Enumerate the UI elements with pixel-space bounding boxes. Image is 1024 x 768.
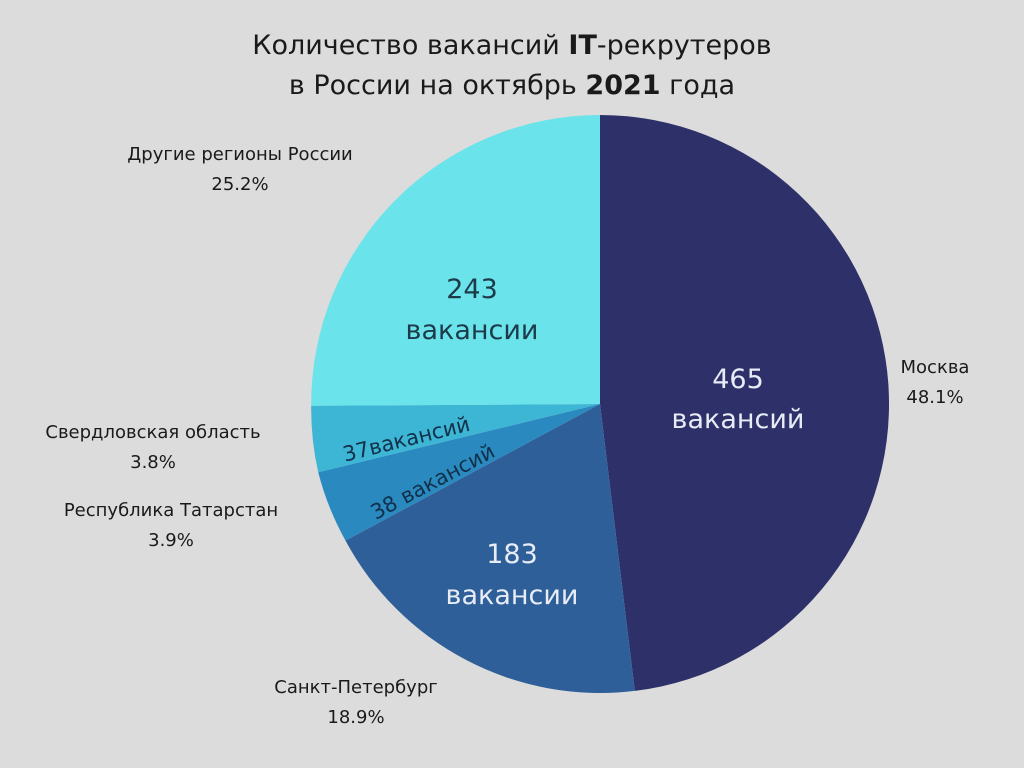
label-moscow-name: Москва — [900, 357, 970, 378]
label-spb-pct: 18.9% — [327, 707, 385, 728]
label-moscow: Москва 48.1% — [880, 353, 990, 413]
label-spb-name: Санкт-Петербург — [274, 677, 438, 698]
label-others-pct: 25.2% — [211, 174, 269, 195]
spb-value-unit: вакансии — [446, 580, 579, 611]
label-others-name: Другие регионы России — [127, 144, 353, 165]
slice-sverdlovsk — [311, 404, 600, 473]
chart-title-line-2: в России на октябрь 2021 года — [288, 70, 736, 101]
label-moscow-pct: 48.1% — [906, 387, 964, 408]
label-sverdlovsk-pct: 3.8% — [130, 452, 176, 473]
slice-others — [311, 115, 600, 406]
label-tatarstan-pct: 3.9% — [148, 530, 194, 551]
label-tatarstan: Республика Татарстан 3.9% — [36, 496, 306, 556]
moscow-value-number: 465 — [712, 364, 764, 395]
others-value-unit: вакансии — [406, 315, 539, 346]
chart-title-line-1: Количество вакансий IT-рекрутеров — [252, 30, 772, 61]
label-sverdlovsk: Свердловская область 3.8% — [18, 418, 288, 478]
chart-title: Количество вакансий IT-рекрутеров в Росс… — [0, 26, 1024, 106]
slice-tatarstan — [318, 404, 600, 541]
label-others: Другие регионы России 25.2% — [100, 140, 380, 200]
others-value-number: 243 — [446, 274, 498, 305]
label-sverdlovsk-name: Свердловская область — [45, 422, 261, 443]
spb-value-number: 183 — [486, 539, 538, 570]
label-tatarstan-name: Республика Татарстан — [63, 500, 279, 521]
slice-moscow — [600, 115, 890, 691]
moscow-value-unit: вакансий — [672, 404, 805, 435]
label-spb: Санкт-Петербург 18.9% — [246, 673, 466, 733]
slice-spb — [345, 404, 635, 693]
